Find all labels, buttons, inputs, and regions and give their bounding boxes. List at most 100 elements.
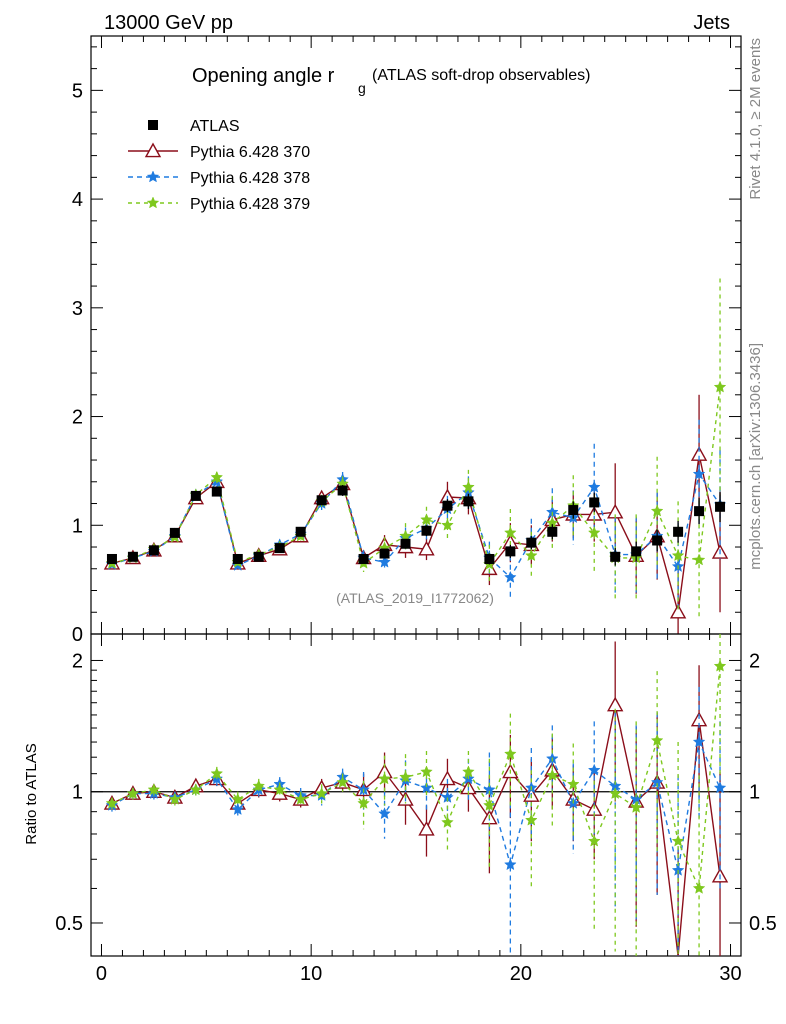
data-point (566, 777, 580, 790)
y-tick-label: 3 (72, 298, 83, 320)
data-point (253, 551, 264, 562)
legend-item-atlas: ATLAS (148, 118, 240, 135)
data-point (148, 545, 159, 556)
series-line (111, 387, 721, 567)
data-point (525, 549, 538, 562)
title-main: Opening angle r (192, 65, 335, 87)
data-point (587, 763, 601, 776)
legend: ATLAS Pythia 6.428 370 Pythia 6.428 378 Pyt… (128, 118, 310, 213)
data-point (669, 603, 687, 619)
data-point (232, 553, 243, 564)
title-note: (ATLAS soft-drop observables) (372, 67, 590, 84)
data-point (483, 798, 496, 811)
y-tick-label: 1 (72, 782, 83, 804)
data-point (400, 538, 411, 549)
data-point (147, 783, 161, 796)
data-point (336, 775, 349, 788)
data-point (589, 497, 600, 508)
data-point (127, 551, 138, 562)
data-point (252, 779, 266, 792)
data-point (295, 526, 306, 537)
y-tick-label-right: 0.5 (749, 913, 777, 935)
data-point (439, 770, 456, 786)
ratio-y-axis-label: Ratio to ATLAS (23, 743, 40, 844)
legend-marker (148, 120, 158, 130)
data-point (504, 858, 517, 871)
data-point (357, 796, 370, 809)
data-point (692, 881, 706, 894)
data-point (399, 770, 412, 783)
data-point (631, 546, 642, 557)
rivet-version-label: Rivet 4.1.0, ≥ 2M events (747, 38, 764, 200)
data-point (463, 496, 474, 507)
data-point (358, 553, 369, 564)
legend-marker (146, 196, 160, 209)
data-point (481, 560, 498, 576)
legend-item-pythia-6-428-378: Pythia 6.428 378 (128, 170, 310, 187)
y-tick-label: 0.5 (55, 913, 83, 935)
data-point (190, 490, 201, 501)
main-series-layer (103, 278, 729, 634)
data-point (671, 549, 685, 562)
series-line (111, 704, 721, 957)
data-point (210, 767, 224, 780)
data-point (526, 537, 537, 548)
data-point (587, 834, 601, 847)
data-point (379, 548, 390, 559)
data-point (692, 735, 706, 748)
data-point (629, 800, 643, 813)
data-point (105, 796, 119, 809)
data-point (504, 570, 517, 583)
series-pythia-6-428-378 (105, 419, 727, 611)
data-point (462, 480, 475, 493)
y-tick-label-right: 2 (749, 650, 760, 672)
data-point (568, 505, 579, 516)
data-point (210, 470, 224, 483)
data-point (421, 525, 432, 536)
data-point (694, 506, 705, 517)
series-pythia-6-428-378 (105, 686, 727, 956)
legend-marker (144, 142, 162, 158)
data-point (713, 659, 727, 672)
series-atlas (106, 485, 726, 566)
ratio-panel: 0.5 0.5 1 1 2 2 Ratio to ATLAS (23, 633, 777, 957)
main-frame (90, 35, 742, 635)
header-category-label: Jets (693, 12, 730, 34)
data-point (547, 526, 558, 537)
legend-marker (146, 170, 160, 183)
data-point (692, 467, 706, 480)
ratio-axis-ticks: 0.5 0.5 1 1 2 2 (55, 634, 777, 956)
data-point (418, 540, 435, 556)
data-point (692, 553, 706, 566)
ratio-series-layer (103, 634, 729, 957)
data-point (231, 802, 245, 815)
y-tick-label: 4 (72, 189, 83, 211)
legend-item-pythia-6-428-370: Pythia 6.428 370 (128, 142, 310, 161)
data-point (231, 792, 245, 805)
y-tick-label: 2 (72, 407, 83, 429)
series-line (111, 666, 721, 892)
y-tick-label: 5 (72, 80, 83, 102)
data-point (337, 485, 348, 496)
data-point (652, 535, 663, 546)
x-tick-label: 10 (300, 963, 322, 985)
mcplots-source-label: mcplots.cern.ch [arXiv:1306.3436] (747, 343, 764, 570)
title-subscript: g (358, 80, 366, 96)
data-point (441, 815, 454, 828)
data-point (650, 504, 664, 517)
data-point (316, 495, 327, 506)
data-point (673, 526, 684, 537)
data-point (610, 551, 621, 562)
data-point (671, 834, 685, 847)
data-point (420, 765, 433, 778)
plot-title: Opening angle r g (ATLAS soft-drop obser… (192, 65, 590, 96)
data-point (378, 772, 391, 785)
data-point (441, 518, 454, 531)
data-point (505, 546, 516, 557)
data-point (418, 820, 435, 836)
data-point (169, 527, 180, 538)
data-point (168, 792, 182, 805)
data-point (274, 543, 285, 554)
header-collision-label: 13000 GeV pp (104, 12, 233, 34)
y-tick-label: 1 (72, 515, 83, 537)
